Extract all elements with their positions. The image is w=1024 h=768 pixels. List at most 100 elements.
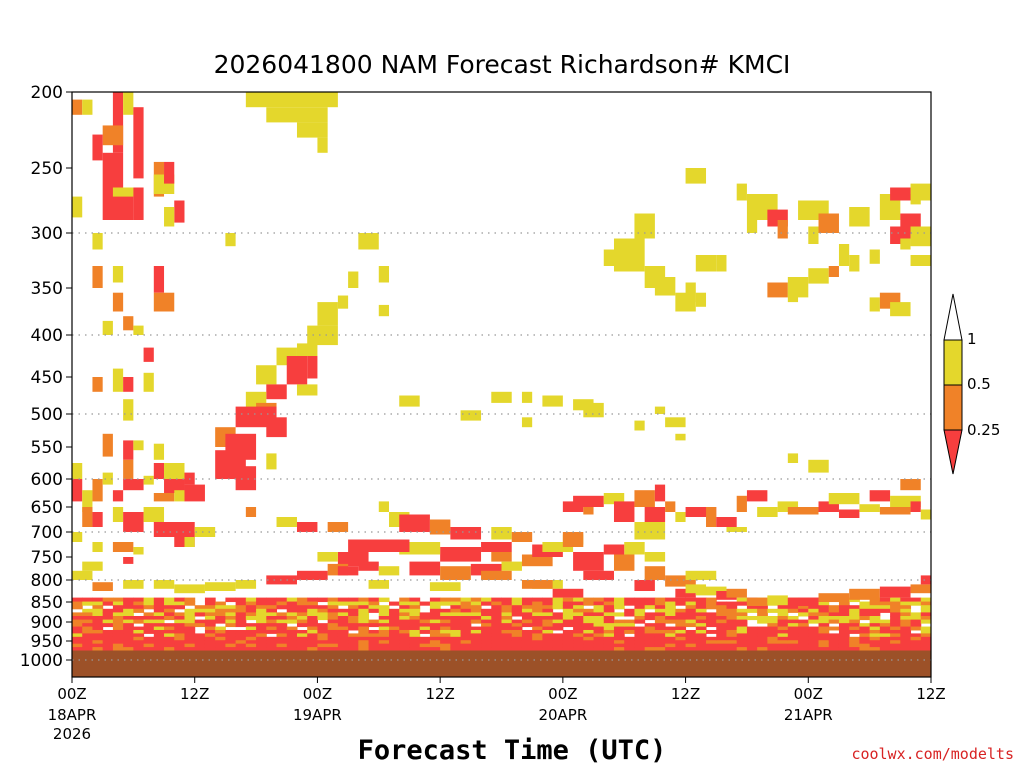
heatmap-cell [675, 619, 687, 624]
heatmap-cell [368, 647, 380, 651]
heatmap-cell [82, 640, 93, 645]
heatmap-cell [644, 616, 656, 621]
heatmap-cell [481, 629, 492, 634]
heatmap-cell [685, 601, 697, 606]
heatmap-cell [358, 616, 370, 621]
heatmap-cell [818, 623, 830, 628]
heatmap-cell [245, 629, 257, 634]
heatmap-cell [562, 601, 574, 606]
heatmap-cell [92, 636, 104, 641]
heatmap-cell [562, 619, 574, 624]
heatmap-cell [613, 605, 625, 610]
heatmap-cell [92, 629, 104, 634]
heatmap-cell [521, 608, 533, 613]
heatmap-cell [389, 608, 400, 613]
heatmap-cell [337, 295, 349, 309]
heatmap-cell [603, 643, 615, 648]
heatmap-cell [695, 586, 727, 596]
heatmap-cell [910, 640, 922, 645]
heatmap-cell [174, 597, 185, 603]
heatmap-cell [521, 601, 533, 606]
heatmap-cell [92, 542, 103, 552]
heatmap-cell [399, 608, 410, 613]
credit-link[interactable]: coolwx.com/modelts [851, 745, 1014, 763]
heatmap-cell [552, 626, 564, 631]
heatmap-cell [746, 629, 758, 634]
heatmap-cell [276, 643, 288, 648]
heatmap-cell [399, 601, 410, 606]
heatmap-cell [368, 629, 380, 634]
heatmap-cell [890, 608, 901, 613]
legend-label: 0.5 [967, 375, 991, 393]
heatmap-cell [112, 643, 124, 648]
heatmap-cell [317, 552, 338, 562]
heatmap-cell [910, 619, 922, 624]
heatmap-cell [573, 608, 584, 613]
heatmap-cell [716, 616, 727, 621]
heatmap-cell [491, 643, 502, 648]
heatmap-cell [82, 623, 93, 628]
heatmap-cell [583, 507, 594, 515]
heatmap-cell [194, 527, 216, 537]
heatmap-cell [890, 626, 901, 631]
heatmap-cell [470, 629, 482, 634]
heatmap-cell [818, 626, 830, 631]
heatmap-cell [143, 629, 155, 634]
heatmap-cell [296, 619, 308, 624]
heatmap-cell [358, 561, 379, 571]
heatmap-cell [225, 605, 237, 610]
heatmap-cell [685, 623, 697, 628]
heatmap-cell [102, 125, 124, 146]
heatmap-cell [777, 616, 789, 621]
x-tick-date-label: 18APR [48, 706, 97, 724]
heatmap-cell [256, 633, 267, 638]
heatmap-cell [133, 605, 145, 610]
heatmap-cell [276, 612, 288, 617]
heatmap-cell [603, 647, 615, 651]
heatmap-cell [798, 619, 809, 624]
heatmap-cell [82, 626, 93, 631]
heatmap-cell [746, 647, 758, 651]
heatmap-cell [603, 597, 615, 603]
heatmap-cell [624, 597, 635, 603]
heatmap-cell [460, 640, 472, 645]
heatmap-cell [634, 612, 646, 617]
heatmap-cell [665, 636, 676, 641]
heatmap-cell [82, 601, 93, 606]
heatmap-cell [685, 282, 696, 303]
heatmap-cell [327, 619, 339, 624]
heatmap-cell [726, 588, 747, 598]
heatmap-cell [665, 605, 676, 610]
heatmap-cell [378, 612, 390, 617]
heatmap-cell [736, 183, 747, 201]
heatmap-cell [675, 292, 696, 312]
heatmap-cell [787, 597, 819, 606]
heatmap-cell [440, 616, 451, 621]
heatmap-cell [736, 623, 748, 628]
heatmap-cell [665, 626, 676, 631]
heatmap-cell [644, 633, 656, 638]
heatmap-cell [890, 302, 911, 317]
heatmap-cell [511, 532, 533, 542]
heatmap-cell [399, 395, 420, 407]
heatmap-cell [215, 605, 226, 610]
heatmap-cell [920, 647, 931, 651]
heatmap-cell [603, 249, 625, 266]
heatmap-cell [256, 619, 267, 624]
heatmap-cell [92, 612, 104, 617]
heatmap-cell [348, 619, 359, 624]
heatmap-cell [123, 597, 134, 603]
heatmap-cell [296, 605, 308, 610]
heatmap-cell [521, 580, 553, 589]
heatmap-cell [644, 507, 666, 522]
heatmap-cell [491, 605, 502, 610]
heatmap-cell [879, 647, 891, 651]
heatmap-cell [276, 626, 288, 631]
heatmap-cell [736, 626, 748, 631]
heatmap-cell [358, 636, 370, 641]
heatmap-cell [133, 616, 145, 621]
heatmap-cell [552, 640, 564, 645]
heatmap-cell [532, 633, 543, 638]
heatmap-cell [716, 601, 727, 606]
heatmap-cell [429, 647, 441, 651]
